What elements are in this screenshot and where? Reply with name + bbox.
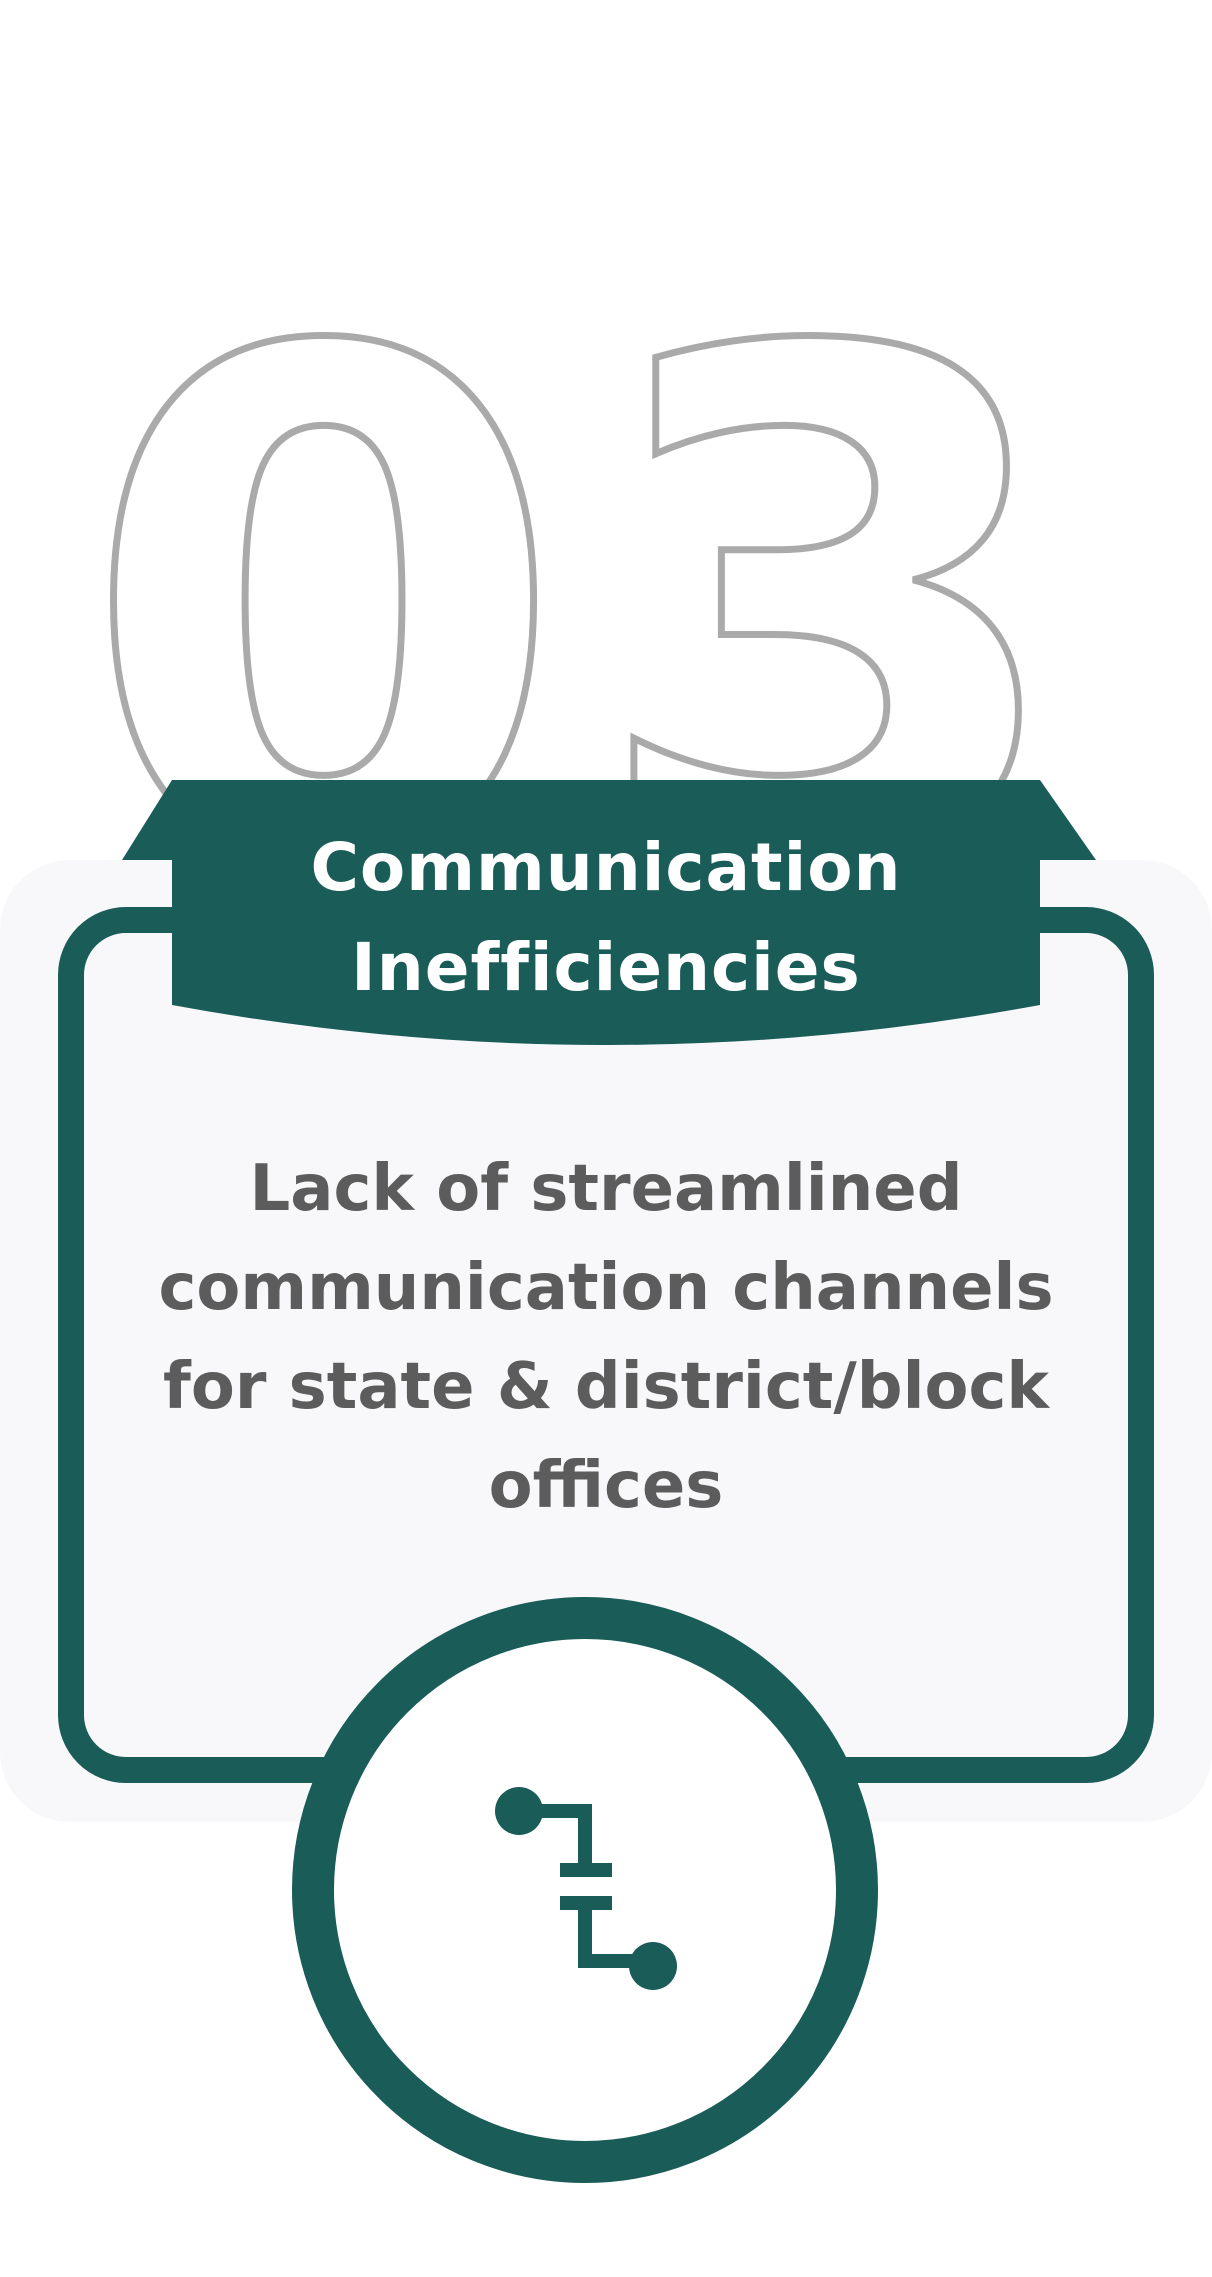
card-background: [0, 860, 1212, 1822]
title-ribbon: [122, 780, 1096, 1045]
disconnected-link-icon: [495, 1787, 677, 1990]
card-description: Lack of streamlined communication channe…: [158, 1152, 1054, 1523]
card-title-line-2: Inefficiencies: [351, 929, 861, 1006]
icon-circle: [292, 1597, 878, 2183]
card-title-line-1: Communication: [310, 829, 902, 906]
card-title: Communication Inefficiencies: [170, 818, 1042, 1018]
